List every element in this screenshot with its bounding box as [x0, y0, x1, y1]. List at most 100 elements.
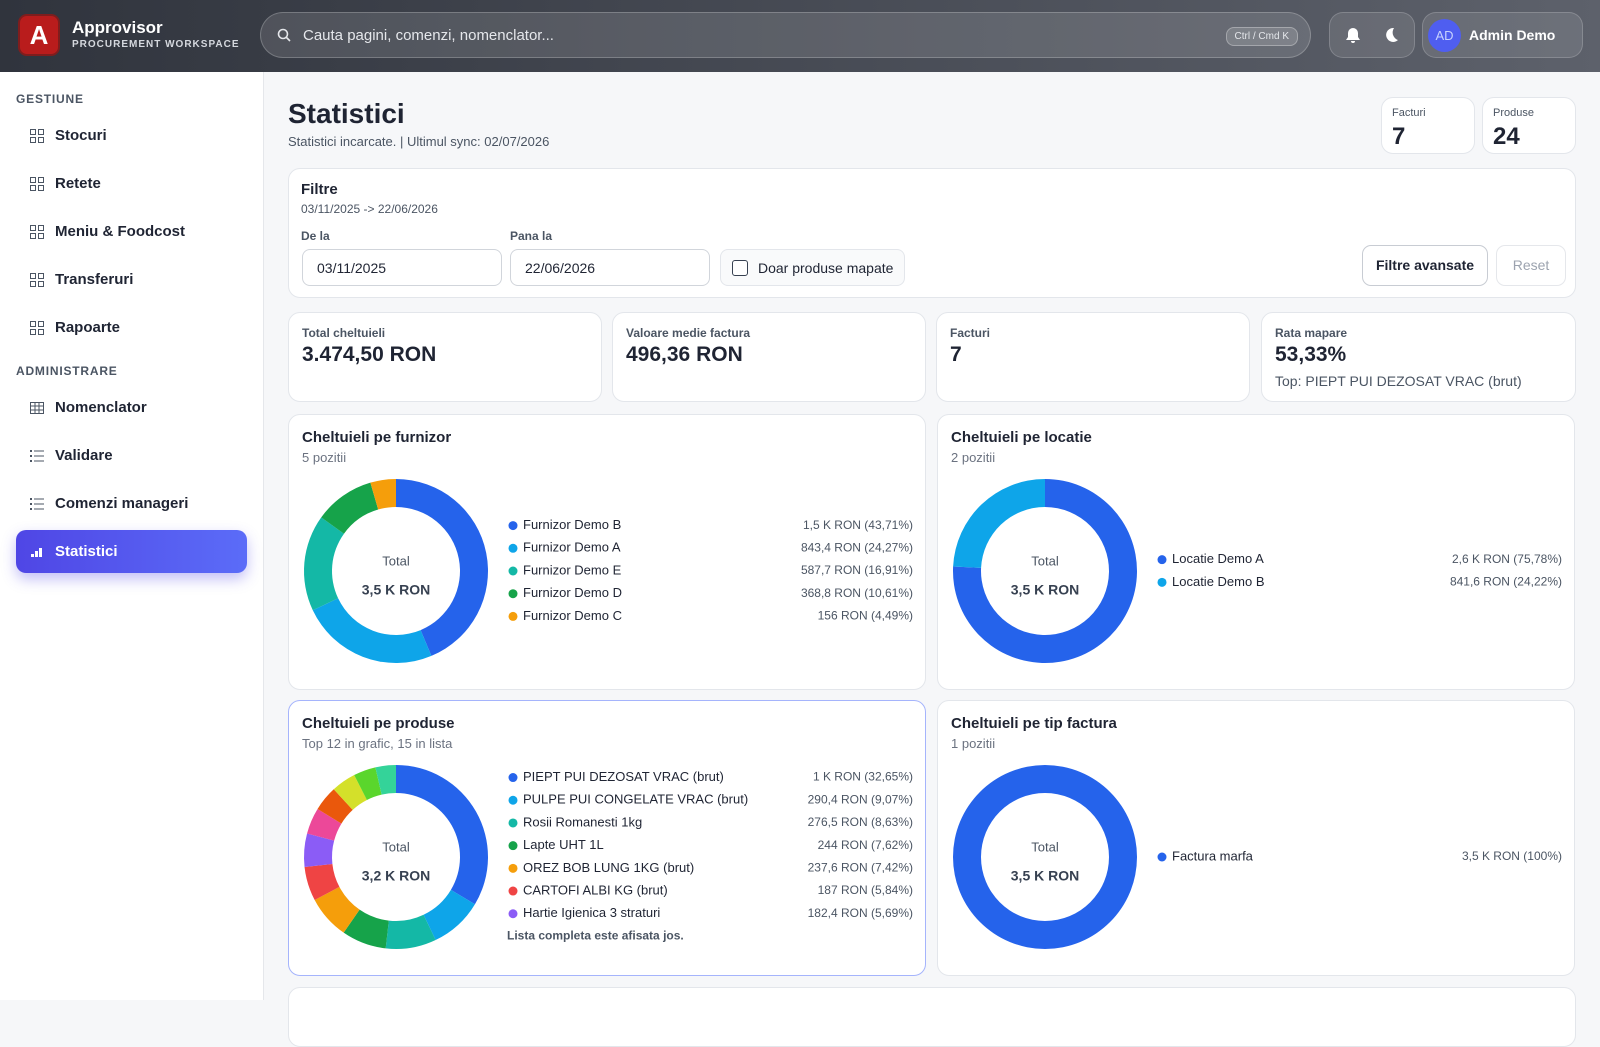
counter-label: Facturi: [1392, 107, 1426, 119]
advanced-button[interactable]: Filtre avansate: [1362, 245, 1488, 286]
app-subtitle: PROCUREMENT WORKSPACE: [72, 39, 240, 50]
donut-segment: [370, 479, 396, 510]
nav-item[interactable]: Validare: [16, 434, 247, 477]
to-input[interactable]: 22/06/2026: [510, 249, 710, 286]
from-input[interactable]: 03/11/2025: [302, 249, 502, 286]
legend-value: 182,4 RON (5,69%): [808, 906, 913, 920]
legend-swatch: [508, 841, 518, 851]
kpi-label: Total cheltuieli: [302, 326, 386, 340]
counter: Produse 24: [1482, 97, 1576, 154]
icon-part: [30, 137, 36, 143]
counter: Facturi 7: [1381, 97, 1475, 154]
legend-swatch: [508, 909, 518, 919]
icon-part: [38, 137, 44, 143]
legend-value: 187 RON (5,84%): [818, 883, 913, 897]
bell-icon[interactable]: [1344, 26, 1362, 44]
legend-label: Hartie Igienica 3 straturi: [523, 905, 660, 920]
nav-item[interactable]: Stocuri: [16, 114, 247, 157]
from-label: De la: [301, 229, 330, 243]
sidebar: GESTIUNE Stocuri Retete Meniu & Foodcost Tra…: [0, 72, 264, 1000]
checkbox[interactable]: [732, 260, 748, 276]
legend-swatch: [1157, 577, 1167, 587]
legend-swatch: [1157, 852, 1167, 862]
donut-segment: [952, 765, 1137, 949]
icon-part: [38, 177, 44, 183]
legend-swatch: [508, 543, 518, 553]
legend-swatch: [508, 886, 518, 896]
legend-value: 3,5 K RON (100%): [1462, 849, 1562, 863]
kpi-value: 496,36 RON: [626, 343, 743, 366]
nav-icon: [30, 321, 44, 335]
kpi-note: Top: PIEPT PUI DEZOSAT VRAC (brut): [1275, 373, 1522, 389]
legend-label: CARTOFI ALBI KG (brut): [523, 882, 668, 897]
nav-item[interactable]: Rapoarte: [16, 306, 247, 349]
nav-label: Transferuri: [55, 271, 134, 288]
nav-icon: [30, 129, 44, 143]
chart-title: Cheltuieli pe furnizor: [302, 429, 452, 446]
donut-segment: [423, 889, 475, 941]
legend-swatch: [508, 589, 518, 599]
donut-segment: [396, 479, 489, 656]
legend-label: Lapte UHT 1L: [523, 837, 604, 852]
chart-subtitle: 2 pozitii: [951, 450, 996, 465]
reset-button[interactable]: Reset: [1496, 245, 1566, 286]
center-value: 3,5 K RON: [1011, 582, 1079, 598]
center-value: 3,2 K RON: [362, 868, 430, 884]
logo[interactable]: A: [18, 14, 60, 56]
shortcut: Ctrl / Cmd K: [1225, 27, 1298, 46]
donut-segment: [953, 479, 1045, 568]
icon-part: [35, 551, 38, 557]
counter-value: 7: [1392, 123, 1406, 150]
nav-item[interactable]: Transferuri: [16, 258, 247, 301]
legend-label: Rosii Romanesti 1kg: [523, 814, 642, 829]
kpi-card: Total cheltuieli 3.474,50 RON: [288, 312, 602, 402]
icon-part: [38, 273, 44, 279]
page-title: Statistici: [288, 98, 405, 129]
icon-part: [30, 498, 32, 500]
nav-item[interactable]: Statistici: [16, 530, 247, 573]
search[interactable]: Cauta pagini, comenzi, nomenclator... Ct…: [260, 12, 1311, 58]
legend-label: Factura marfa: [1172, 848, 1254, 863]
counter-label: Produse: [1493, 107, 1534, 119]
filters-card: Filtre 03/11/2025 -> 22/06/2026 De la 03…: [288, 168, 1576, 298]
legend-value: 244 RON (7,62%): [818, 838, 913, 852]
chart-subtitle: 1 pozitii: [951, 736, 996, 751]
icon-part: [38, 225, 44, 231]
legend-value: 841,6 RON (24,22%): [1450, 575, 1562, 589]
donut-segment: [354, 767, 382, 800]
nav-item[interactable]: Retete: [16, 162, 247, 205]
nav-label: Nomenclator: [55, 399, 147, 416]
nav-label: Rapoarte: [55, 319, 121, 336]
filters-range: 03/11/2025 -> 22/06/2026: [301, 202, 438, 216]
legend-value: 1,5 K RON (43,71%): [803, 518, 913, 532]
user-name: Admin Demo: [1469, 27, 1556, 43]
theme-icon[interactable]: [1382, 26, 1400, 44]
icon-part: [30, 450, 32, 452]
donut-segment: [312, 598, 432, 663]
nav-label: Comenzi manageri: [55, 495, 189, 512]
center-label: Total: [1031, 839, 1059, 854]
center-label: Total: [382, 553, 410, 568]
nav-item[interactable]: Nomenclator: [16, 386, 247, 429]
legend-swatch: [508, 566, 518, 576]
icon-part: [30, 225, 36, 231]
donut-segment: [314, 886, 360, 933]
nav-item[interactable]: Comenzi manageri: [16, 482, 247, 525]
legend-swatch: [1157, 555, 1167, 565]
user-menu[interactable]: AD Admin Demo: [1422, 12, 1583, 58]
legend-label: Furnizor Demo A: [523, 540, 621, 555]
donut-chart: Total 3,5 K RON Furnizor Demo B 1,5 K RON (…: [304, 479, 913, 663]
donut-segment: [375, 765, 396, 795]
icon-part: [38, 321, 44, 327]
to-label: Pana la: [510, 229, 553, 243]
mapped-toggle[interactable]: Doar produse mapate: [720, 249, 905, 286]
nav-label: Validare: [55, 447, 113, 464]
legend-swatch: [508, 521, 518, 531]
legend-value: 237,6 RON (7,42%): [808, 861, 913, 875]
icon-part: [30, 402, 44, 414]
legend-label: OREZ BOB LUNG 1KG (brut): [523, 860, 694, 875]
legend-swatch: [508, 863, 518, 873]
nav-item[interactable]: Meniu & Foodcost: [16, 210, 247, 253]
legend-value: 843,4 RON (24,27%): [801, 540, 913, 554]
center-label: Total: [1031, 553, 1059, 568]
